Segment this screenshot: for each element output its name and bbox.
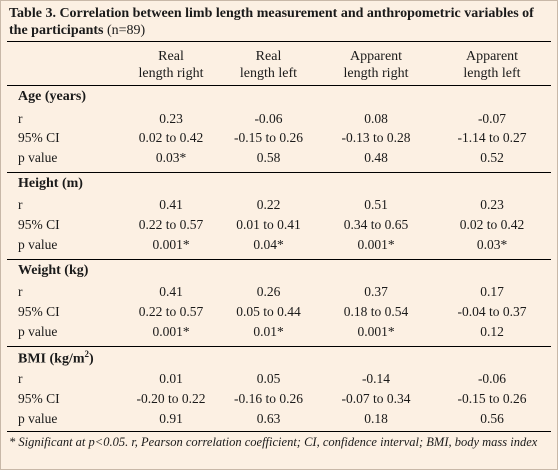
row-label: r xyxy=(18,371,23,386)
row-label: 95% CI xyxy=(18,304,60,319)
table-cell: 0.34 to 0.65 xyxy=(343,217,409,232)
bottom-rule xyxy=(7,431,551,432)
table-cell: 0.41 xyxy=(159,284,183,299)
section-rule xyxy=(7,172,551,173)
table-cell: 0.001* xyxy=(357,237,395,252)
table-cell: -0.15 to 0.26 xyxy=(457,391,527,406)
column-header-line: Apparent xyxy=(465,49,519,64)
row-label: r xyxy=(18,284,23,299)
column-header-line: Real xyxy=(255,49,282,64)
top-rule xyxy=(7,41,551,42)
row-label: r xyxy=(18,111,23,126)
section-title-bmi-end: ) xyxy=(89,351,94,367)
table-cell: 0.56 xyxy=(480,411,504,426)
table-caption-sample-size: (n=89) xyxy=(107,23,146,38)
table-cell: 0.26 xyxy=(256,284,281,299)
table-cell: 0.02 to 0.42 xyxy=(459,217,525,232)
row-label: p value xyxy=(18,237,58,252)
row-label: 95% CI xyxy=(18,130,60,145)
column-header-real-left: Real length left xyxy=(221,48,316,82)
row-label: p value xyxy=(18,150,58,165)
row-label: 95% CI xyxy=(18,217,60,232)
table-cell: 0.52 xyxy=(480,150,504,165)
table-caption-text: Table 3. Correlation between limb length… xyxy=(9,6,534,38)
table-cell: 0.01* xyxy=(253,324,284,339)
table-cell: 0.001* xyxy=(357,324,395,339)
table-cell: -0.20 to 0.22 xyxy=(136,391,206,406)
table-cell: -0.06 xyxy=(254,111,283,126)
table-cell: 0.01 xyxy=(159,371,183,386)
table-cell: -1.14 to 0.27 xyxy=(457,130,527,145)
table-cell: -0.16 to 0.26 xyxy=(234,391,303,406)
row-label: p value xyxy=(18,411,58,426)
table-cell: -0.13 to 0.28 xyxy=(341,130,411,145)
section-title-height: Height (m) xyxy=(18,176,83,191)
table-cell: 0.17 xyxy=(480,284,504,299)
section-rule xyxy=(7,346,551,347)
row-label: r xyxy=(18,197,23,212)
row-label: 95% CI xyxy=(18,391,60,406)
table-cell: 0.22 to 0.57 xyxy=(138,304,204,319)
header-rule xyxy=(7,85,551,86)
table-footnote: * Significant at p<0.05. r, Pearson corr… xyxy=(9,435,538,449)
table-cell: 0.23 xyxy=(159,111,183,126)
table-cell: 0.03* xyxy=(155,150,187,165)
section-title-age: Age (years) xyxy=(18,89,87,104)
table-cell: 0.001* xyxy=(152,237,190,252)
table-cell: 0.63 xyxy=(256,411,281,426)
table-cell: 0.12 xyxy=(480,324,504,339)
section-title-bmi-text: BMI (kg/m xyxy=(18,351,85,367)
table-caption: Table 3. Correlation between limb length… xyxy=(9,5,549,39)
column-header-line: length left xyxy=(239,66,298,81)
table-cell: -0.06 xyxy=(477,371,507,386)
row-label: p value xyxy=(18,324,58,339)
table-cell: 0.91 xyxy=(159,411,183,426)
column-header-line: length right xyxy=(343,66,409,81)
table-cell: -0.15 to 0.26 xyxy=(234,130,303,145)
column-header-line: Apparent xyxy=(349,49,403,64)
column-header-apparent-left: Apparent length left xyxy=(436,48,548,82)
column-header-line: Real xyxy=(158,49,184,64)
table-cell: 0.18 to 0.54 xyxy=(343,304,409,319)
table-cell: 0.22 xyxy=(256,197,281,212)
table-cell: 0.001* xyxy=(152,324,190,339)
table-cell: -0.04 to 0.37 xyxy=(457,304,527,319)
table-cell: 0.02 to 0.42 xyxy=(138,130,204,145)
table-cell: 0.18 xyxy=(364,411,388,426)
superscript: 2 xyxy=(84,349,90,359)
table-cell: 0.01 to 0.41 xyxy=(236,217,301,232)
column-header-line: length right xyxy=(138,66,204,81)
column-header-real-right: Real length right xyxy=(121,48,221,82)
table-cell: 0.41 xyxy=(159,197,183,212)
table-cell: -0.07 to 0.34 xyxy=(341,391,411,406)
table-cell: 0.58 xyxy=(256,150,281,165)
table-cell: 0.08 xyxy=(364,111,388,126)
table-cell: 0.04* xyxy=(253,237,284,252)
column-header-apparent-right: Apparent length right xyxy=(316,48,436,82)
table-cell: 0.51 xyxy=(364,197,388,212)
section-title-weight: Weight (kg) xyxy=(18,263,89,278)
table-cell: 0.05 xyxy=(256,371,281,386)
section-title-bmi: BMI (kg/m2) xyxy=(18,349,94,368)
table-cell: -0.07 xyxy=(477,111,507,126)
table-cell: 0.23 xyxy=(480,197,504,212)
table-cell: -0.14 xyxy=(361,371,391,386)
table-cell: 0.48 xyxy=(364,150,388,165)
table-cell: 0.22 to 0.57 xyxy=(138,217,204,232)
section-rule xyxy=(7,259,551,260)
table-cell: 0.05 to 0.44 xyxy=(236,304,301,319)
table-cell: 0.37 xyxy=(364,284,388,299)
column-header-line: length left xyxy=(463,66,521,81)
table-cell: 0.03* xyxy=(476,237,508,252)
